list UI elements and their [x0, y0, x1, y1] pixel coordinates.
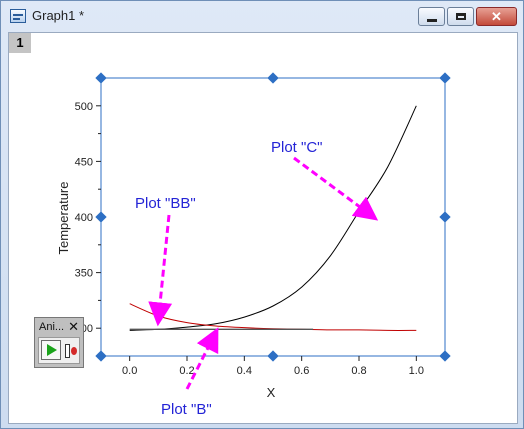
minimize-button[interactable]: [418, 7, 445, 26]
y-tick-label: 450: [75, 156, 93, 168]
x-axis-title: X: [267, 385, 276, 400]
selection-handle[interactable]: [95, 350, 107, 362]
series-line-0[interactable]: [129, 105, 417, 331]
line-chart[interactable]: 0.00.20.40.60.81.0300350400450500 Plot "…: [9, 33, 517, 423]
x-tick-label: 0.0: [122, 365, 137, 377]
play-button[interactable]: [41, 340, 61, 360]
minimize-icon: [427, 19, 437, 22]
animation-panel[interactable]: Ani... ✕: [34, 317, 84, 368]
annotation-label-0[interactable]: Plot "C": [271, 139, 323, 156]
selection-handle[interactable]: [439, 211, 451, 223]
annotation-arrow-2[interactable]: [185, 327, 219, 390]
animation-panel-close-icon[interactable]: ✕: [68, 319, 79, 334]
layer-badge[interactable]: 1: [9, 33, 31, 53]
selection-handle[interactable]: [267, 350, 279, 362]
record-button[interactable]: [64, 342, 78, 360]
animation-panel-title: Ani...: [39, 321, 65, 333]
graph-window-icon[interactable]: [10, 9, 26, 23]
x-tick-label: 0.4: [237, 365, 252, 377]
title-bar[interactable]: Graph1 * ✕: [1, 1, 523, 31]
x-tick-label: 0.2: [179, 365, 194, 377]
play-icon: [47, 344, 57, 356]
selection-handle[interactable]: [439, 350, 451, 362]
x-tick-label: 0.6: [294, 365, 309, 377]
y-axis-title: Temperature: [56, 182, 71, 255]
window-title: Graph1 *: [32, 8, 85, 23]
record-icon: [65, 344, 70, 358]
selection-handle[interactable]: [95, 211, 107, 223]
close-icon: ✕: [491, 9, 502, 24]
series-line-1[interactable]: [129, 303, 417, 331]
animation-panel-body: [38, 337, 80, 364]
annotation-arrow-1[interactable]: [148, 214, 173, 327]
annotation-label-2[interactable]: Plot "B": [161, 401, 212, 418]
selection-handle[interactable]: [439, 72, 451, 84]
record-dot-icon: [71, 347, 77, 355]
selection-handle[interactable]: [267, 72, 279, 84]
x-tick-label: 1.0: [409, 365, 424, 377]
y-tick-label: 400: [75, 212, 93, 224]
x-tick-label: 0.8: [351, 365, 366, 377]
maximize-icon: [456, 13, 466, 20]
maximize-button[interactable]: [447, 7, 474, 26]
graph-page[interactable]: 1 0.00.20.40.60.81.0300350400450500 Plot…: [8, 32, 518, 424]
y-tick-label: 500: [75, 101, 93, 113]
close-button[interactable]: ✕: [476, 7, 517, 26]
annotation-label-1[interactable]: Plot "BB": [135, 195, 196, 212]
selection-handle[interactable]: [95, 72, 107, 84]
y-tick-label: 350: [75, 268, 93, 280]
annotation-arrow-0[interactable]: [293, 156, 379, 221]
